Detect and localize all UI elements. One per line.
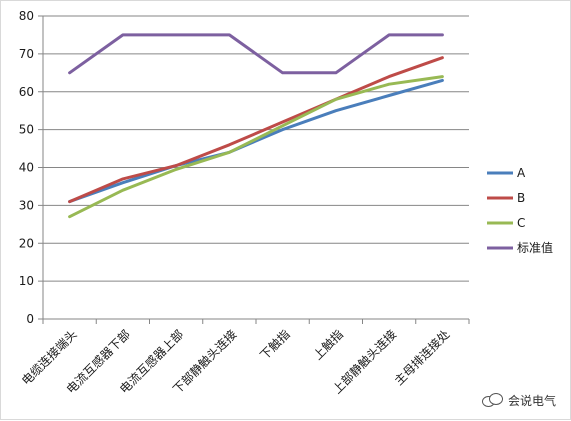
wechat-icon [481,392,503,409]
y-tick-label: 70 [19,47,34,61]
series-line-4 [68,33,444,75]
legend: ABC 标准值 [487,166,553,255]
y-tick-label: 30 [19,198,34,212]
gridlines [43,15,469,282]
y-tick-label: 60 [19,85,34,99]
series-line-3 [68,75,444,219]
y-tick-label: 10 [19,274,34,288]
y-tick-label: 50 [19,123,34,137]
x-tick-label: 上触指 [310,327,346,363]
y-tick-labels: 0 10 20 30 40 50 60 70 80 [19,9,34,326]
series-line-1 [68,78,444,204]
y-tick-label: 0 [26,312,34,326]
y-tick-label: 20 [19,236,34,250]
y-tick-label: 40 [19,161,34,175]
legend-label: B [517,191,525,205]
series-line-2 [68,56,444,204]
legend-label: C [517,216,525,230]
watermark: 会说电气 [481,392,556,409]
axes [38,15,470,324]
legend-label: A [517,166,526,180]
series-lines [68,33,444,219]
x-tick-label: 下触指 [257,327,293,363]
watermark-text: 会说电气 [507,394,556,408]
y-tick-label: 80 [19,9,34,23]
x-tick-label: 主母排连接处 [391,327,453,389]
legend-label: 标准值 [517,240,553,255]
